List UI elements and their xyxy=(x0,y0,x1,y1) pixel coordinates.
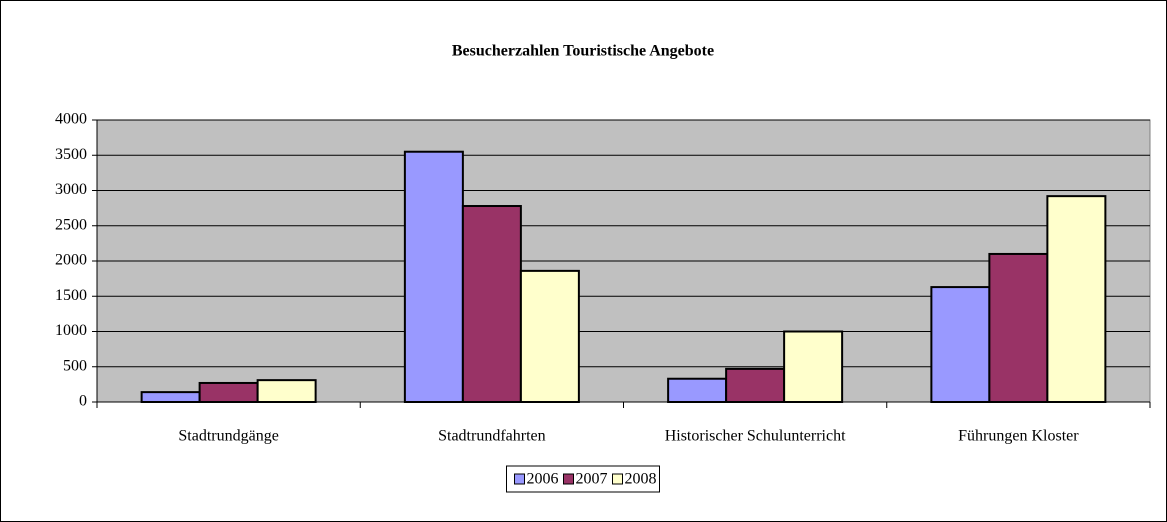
y-tick-label: 3500 xyxy=(55,146,87,163)
bar xyxy=(988,252,1049,403)
legend-swatch xyxy=(514,473,525,485)
legend-swatch xyxy=(612,473,623,485)
bar xyxy=(667,377,728,403)
x-tick-label: Führungen Kloster xyxy=(958,428,1079,445)
bar xyxy=(783,330,844,403)
legend-label: 2007 xyxy=(576,471,608,488)
bar xyxy=(198,381,259,403)
y-tick-label: 1500 xyxy=(55,287,87,304)
legend-label: 2006 xyxy=(527,471,559,488)
x-tick-label: Historischer Schulunterricht xyxy=(665,428,846,445)
bar xyxy=(461,205,522,403)
bar xyxy=(1046,195,1107,403)
bar xyxy=(140,391,201,404)
y-tick-label: 3000 xyxy=(55,181,87,198)
y-tick-label: 0 xyxy=(79,393,87,410)
x-tick-label: Stadtrundgänge xyxy=(178,428,278,445)
x-tick-label: Stadtrundfahrten xyxy=(438,428,546,445)
bar xyxy=(930,286,991,403)
chart-title: Besucherzahlen Touristische Angebote xyxy=(452,43,714,60)
bar xyxy=(403,150,464,403)
y-tick-label: 2500 xyxy=(55,216,87,233)
legend-box xyxy=(506,465,660,493)
legend-swatch xyxy=(563,473,574,485)
bar xyxy=(519,269,580,403)
bar xyxy=(725,367,786,403)
y-tick-label: 500 xyxy=(63,357,87,374)
legend-label: 2008 xyxy=(625,471,657,488)
y-tick-label: 2000 xyxy=(55,252,87,269)
y-tick-label: 1000 xyxy=(55,322,87,339)
y-tick-label: 4000 xyxy=(55,111,87,128)
bar xyxy=(256,379,317,403)
